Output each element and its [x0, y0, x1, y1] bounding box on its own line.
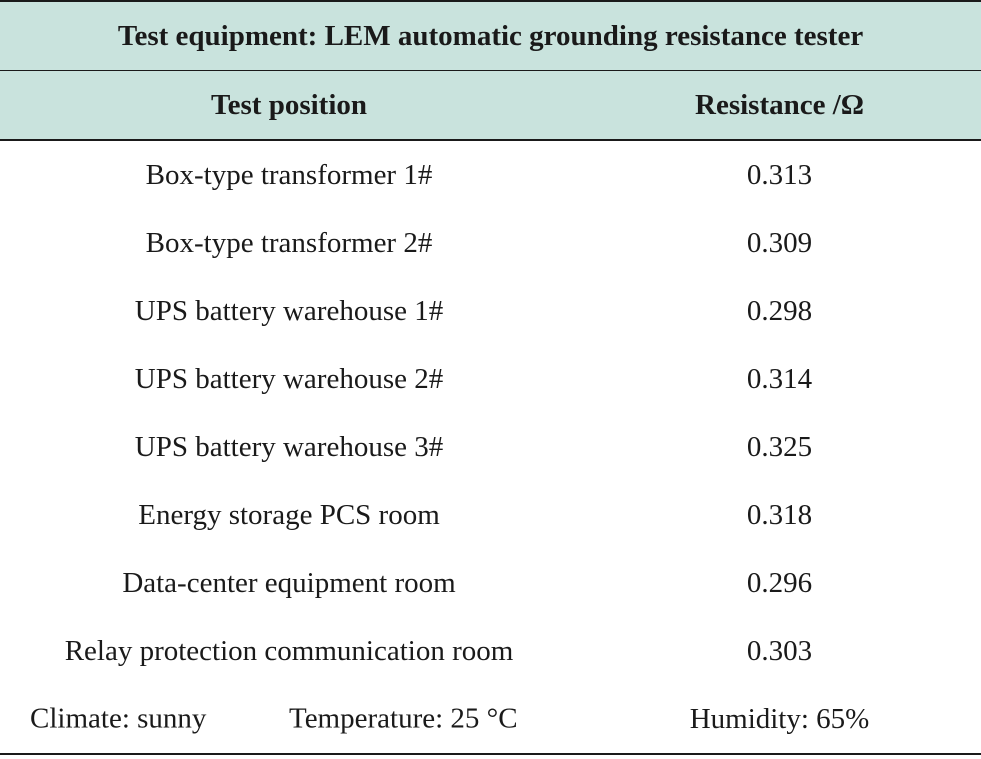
- resistance-cell: 0.303: [746, 634, 813, 667]
- test-position-cell: UPS battery warehouse 1#: [134, 294, 444, 327]
- humidity-text: Humidity: 65%: [578, 685, 981, 755]
- resistance-cell: 0.318: [746, 498, 813, 531]
- table-row: Box-type transformer 2# 0.309: [0, 209, 981, 277]
- resistance-cell: 0.325: [746, 430, 813, 463]
- table-footer-row: Climate: sunny Temperature: 25 °C Humidi…: [0, 685, 981, 755]
- conditions-cell: Climate: sunny Temperature: 25 °C: [0, 685, 578, 755]
- column-header-resistance: Resistance /Ω: [578, 70, 981, 141]
- table-row: Box-type transformer 1# 0.313: [0, 140, 981, 209]
- resistance-cell: 0.298: [746, 294, 813, 327]
- table-row: Energy storage PCS room 0.318: [0, 481, 981, 549]
- temperature-text: Temperature: 25 °C: [289, 702, 518, 735]
- test-position-cell: UPS battery warehouse 3#: [134, 430, 444, 463]
- table-title-row: Test equipment: LEM automatic grounding …: [0, 0, 981, 71]
- table-row: UPS battery warehouse 1# 0.298: [0, 277, 981, 345]
- test-position-cell: Relay protection communication room: [64, 634, 514, 667]
- test-position-cell: Energy storage PCS room: [138, 498, 440, 531]
- resistance-cell: 0.296: [746, 566, 813, 599]
- resistance-cell: 0.309: [746, 226, 813, 259]
- table-row: Relay protection communication room 0.30…: [0, 617, 981, 685]
- table-row: UPS battery warehouse 2# 0.314: [0, 345, 981, 413]
- resistance-cell: 0.313: [746, 158, 813, 191]
- table-row: Data-center equipment room 0.296: [0, 549, 981, 617]
- column-header-row: Test position Resistance /Ω: [0, 70, 981, 141]
- table-title: Test equipment: LEM automatic grounding …: [0, 0, 981, 71]
- resistance-cell: 0.314: [746, 362, 813, 395]
- climate-text: Climate: sunny: [30, 702, 207, 735]
- test-position-cell: UPS battery warehouse 2#: [134, 362, 444, 395]
- test-position-cell: Box-type transformer 2#: [145, 226, 433, 259]
- test-position-cell: Data-center equipment room: [122, 566, 456, 599]
- column-header-test-position: Test position: [0, 70, 578, 141]
- table-row: UPS battery warehouse 3# 0.325: [0, 413, 981, 481]
- test-position-cell: Box-type transformer 1#: [145, 158, 433, 191]
